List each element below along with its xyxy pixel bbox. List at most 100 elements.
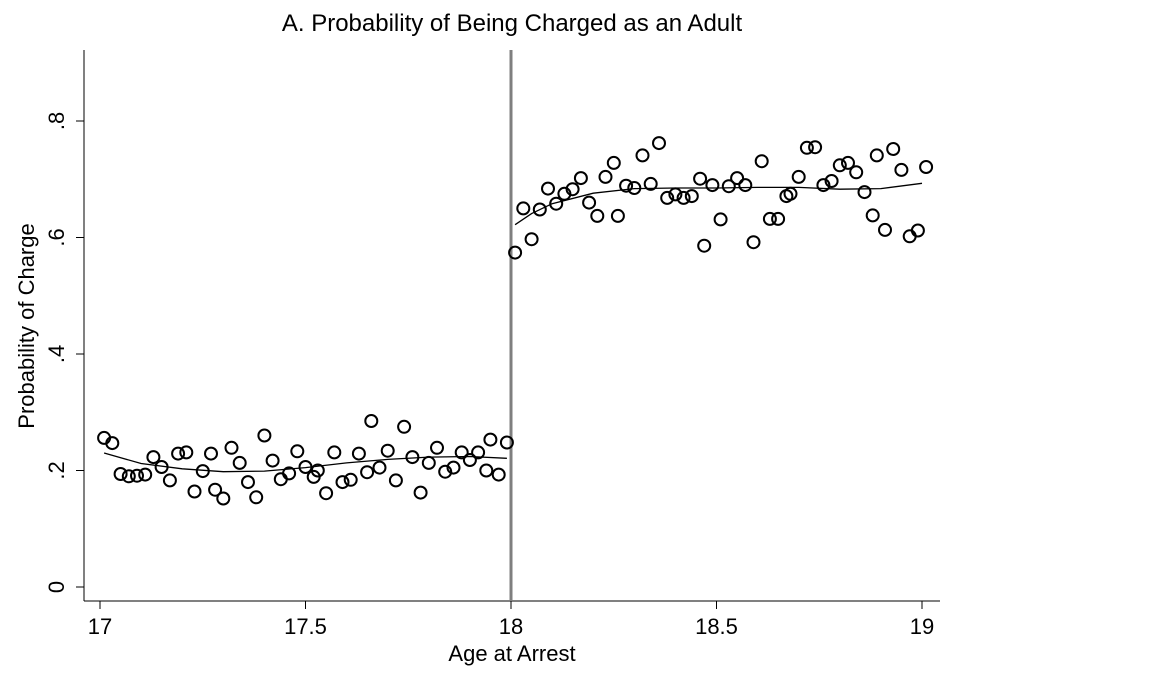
data-point <box>865 208 880 223</box>
y-ticks: 0 .2 .4 .6 .8 <box>44 112 84 593</box>
data-point <box>693 171 708 186</box>
data-point <box>721 179 736 194</box>
data-point <box>619 178 634 193</box>
data-point <box>113 467 128 481</box>
y-tick-label: .8 <box>44 112 69 130</box>
data-point <box>364 414 379 428</box>
data-point <box>508 245 523 260</box>
data-point <box>643 176 658 191</box>
data-point <box>479 463 494 478</box>
data-point <box>910 223 925 238</box>
data-point <box>310 463 325 478</box>
x-tick-label: 17.5 <box>284 614 327 639</box>
data-point <box>808 140 823 155</box>
data-point <box>824 174 839 188</box>
data-point <box>541 181 555 196</box>
data-point <box>841 155 855 170</box>
x-tick-label: 19 <box>910 614 934 639</box>
data-point <box>388 473 403 488</box>
y-tick-label: .4 <box>44 345 69 363</box>
data-point <box>121 469 136 484</box>
fit-lines <box>103 182 923 473</box>
data-point <box>791 169 806 184</box>
data-point <box>606 155 621 170</box>
data-point <box>783 186 798 201</box>
data-point <box>298 460 313 474</box>
data-point <box>499 435 514 450</box>
data-point <box>471 445 486 460</box>
data-point <box>573 171 588 186</box>
data-point <box>799 140 814 155</box>
data-point <box>582 195 597 210</box>
data-point <box>138 467 153 482</box>
fit-line-right <box>514 182 923 226</box>
data-point <box>187 484 202 499</box>
data-point <box>446 460 461 475</box>
data-point <box>241 475 255 490</box>
x-tick-label: 17 <box>88 614 112 639</box>
data-point <box>380 443 395 458</box>
data-point <box>195 464 210 479</box>
data-point <box>327 445 342 460</box>
data-point <box>290 444 305 459</box>
data-point <box>627 181 642 195</box>
x-ticks: 17 17.5 18 18.5 19 <box>88 601 934 639</box>
data-point <box>598 169 613 184</box>
data-point <box>208 482 223 497</box>
data-point <box>413 485 428 500</box>
data-point <box>886 142 901 156</box>
data-point <box>565 182 580 197</box>
data-point <box>652 136 666 151</box>
data-point <box>590 208 605 223</box>
data-point <box>265 453 280 468</box>
data-point <box>491 467 506 482</box>
data-point <box>335 475 350 490</box>
data-point <box>179 445 194 460</box>
data-point <box>343 472 358 487</box>
data-point <box>105 436 120 451</box>
data-points <box>97 136 934 506</box>
x-tick-label: 18.5 <box>695 614 738 639</box>
data-point <box>676 190 691 205</box>
data-point <box>257 428 272 443</box>
data-point <box>849 165 864 180</box>
data-point <box>397 419 412 434</box>
data-point <box>730 171 745 186</box>
chart-title: A. Probability of Being Charged as an Ad… <box>281 10 743 37</box>
data-point <box>224 440 239 455</box>
data-point <box>713 212 728 227</box>
data-point <box>454 445 469 460</box>
data-point <box>635 148 650 163</box>
data-point <box>438 464 453 479</box>
data-point <box>684 189 699 204</box>
y-axis-label: Probability of Charge <box>14 223 39 428</box>
data-point <box>462 453 477 467</box>
data-point <box>816 178 831 193</box>
data-point <box>405 450 420 465</box>
data-point <box>549 196 564 211</box>
data-point <box>869 148 884 163</box>
data-point <box>524 232 539 247</box>
data-point <box>372 460 387 475</box>
data-point <box>516 201 531 216</box>
data-point <box>697 238 712 253</box>
data-point <box>421 455 436 470</box>
data-point <box>610 208 625 223</box>
data-point <box>746 235 761 250</box>
data-point <box>705 178 720 193</box>
data-point <box>216 491 231 506</box>
data-point <box>754 154 769 169</box>
y-tick-label: 0 <box>44 581 69 593</box>
data-point <box>771 211 786 226</box>
data-point <box>232 455 247 470</box>
data-point <box>273 472 288 487</box>
data-point <box>660 190 675 205</box>
data-point <box>668 187 683 202</box>
data-point <box>902 229 917 244</box>
data-point <box>430 440 444 455</box>
data-point <box>319 486 334 501</box>
data-point <box>204 446 218 461</box>
data-point <box>857 185 872 200</box>
data-point <box>130 468 144 483</box>
